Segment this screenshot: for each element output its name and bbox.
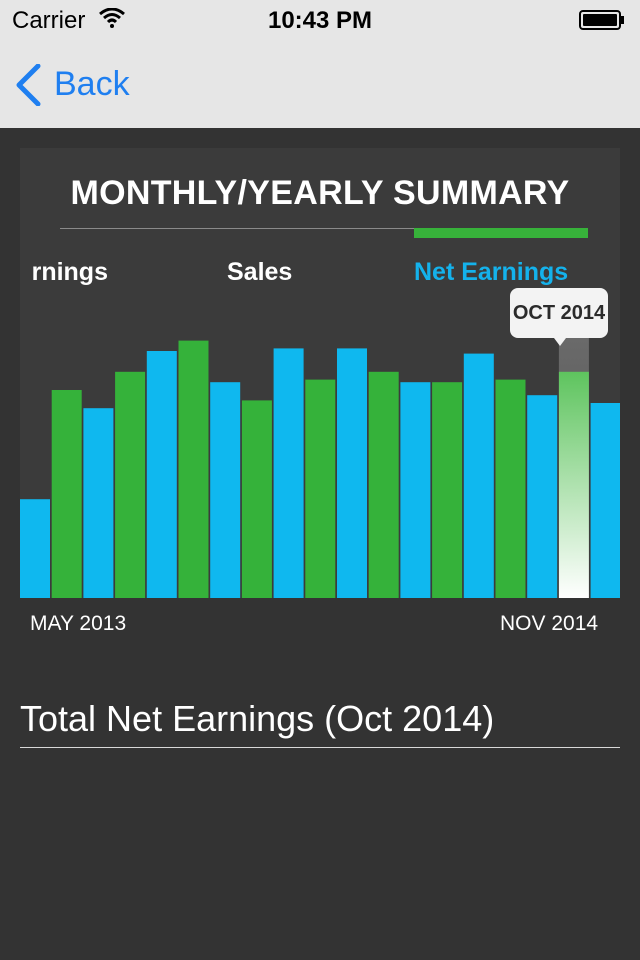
- bar-chart[interactable]: [20, 148, 620, 598]
- chart-bar[interactable]: [146, 351, 177, 598]
- chart-bar[interactable]: [51, 390, 82, 598]
- chart-bar[interactable]: [400, 382, 431, 598]
- summary-tabs: rnings Sales Net Earnings: [20, 258, 620, 294]
- total-net-earnings-label: Total Net Earnings (Oct 2014): [20, 698, 495, 739]
- chart-bar[interactable]: [305, 379, 336, 598]
- tab-sales[interactable]: Sales: [227, 258, 293, 286]
- chart-bar[interactable]: [368, 371, 399, 598]
- chart-start-label: MAY 2013: [30, 612, 127, 635]
- chart-end-label: NOV 2014: [500, 612, 599, 635]
- chart-bar[interactable]: [273, 348, 304, 598]
- chart-bar[interactable]: [241, 400, 272, 598]
- chart-bar[interactable]: [178, 340, 209, 598]
- chart-bar[interactable]: [337, 348, 367, 598]
- tab-net-earnings[interactable]: Net Earnings: [414, 258, 569, 286]
- chart-bar-selected[interactable]: [558, 371, 589, 598]
- tooltip-pointer: [554, 338, 566, 346]
- chart-bar[interactable]: [20, 499, 50, 598]
- chart-bar[interactable]: [495, 379, 526, 598]
- back-label: Back: [54, 65, 130, 103]
- selected-month-tooltip: OCT 2014: [510, 288, 608, 338]
- chart-bar[interactable]: [83, 408, 114, 598]
- chart-bar[interactable]: [590, 403, 620, 598]
- summary-card: MONTHLY/YEARLY SUMMARY rnings Sales Net …: [20, 148, 620, 598]
- navigation-bar: Back: [0, 40, 640, 128]
- chevron-left-icon: [16, 64, 41, 106]
- chart-bar[interactable]: [463, 353, 494, 598]
- chart-bar[interactable]: [210, 382, 241, 598]
- carrier-label: Carrier: [12, 7, 86, 34]
- battery-icon: [579, 10, 624, 30]
- tab-selection-indicator: [414, 228, 588, 238]
- total-divider: [20, 747, 620, 748]
- status-bar: Carrier 10:43 PM: [0, 0, 640, 40]
- chart-bar[interactable]: [527, 395, 558, 598]
- wifi-icon: [99, 8, 125, 28]
- chart-bar[interactable]: [115, 371, 146, 598]
- title-divider: [60, 228, 588, 229]
- chart-bar[interactable]: [432, 382, 463, 598]
- tab-earnings[interactable]: rnings: [31, 258, 108, 286]
- clock: 10:43 PM: [267, 7, 373, 34]
- summary-title: MONTHLY/YEARLY SUMMARY: [70, 174, 570, 212]
